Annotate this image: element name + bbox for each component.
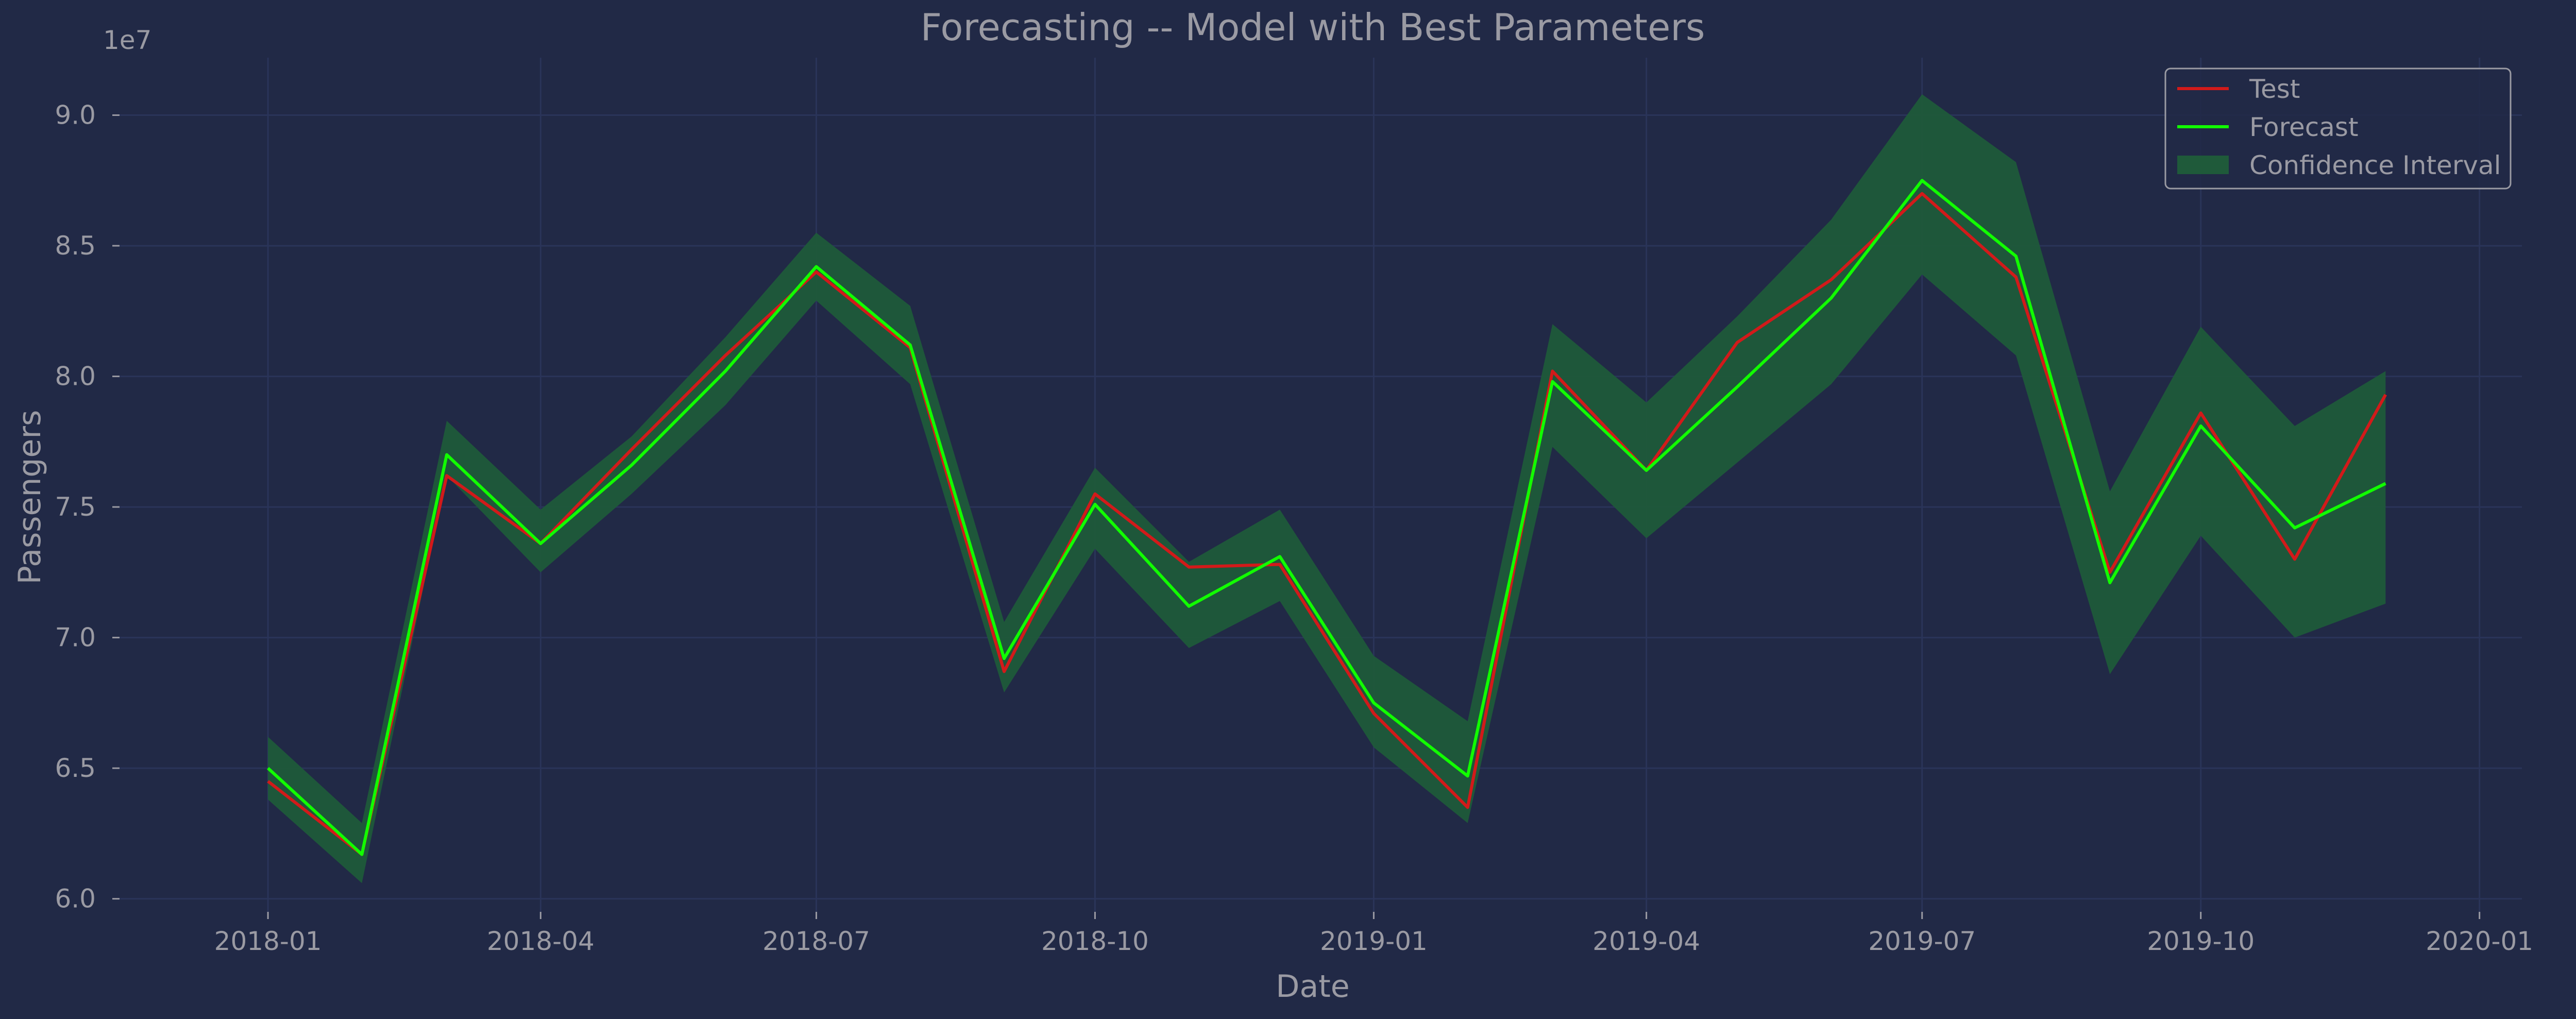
- x-tick-label: 2019-01: [1320, 926, 1428, 956]
- series-layer: [267, 179, 2387, 856]
- y-tick-label: 7.5: [55, 492, 96, 522]
- x-tick-label: 2019-07: [1868, 926, 1976, 956]
- legend-swatch-confidence-interval: [2177, 156, 2229, 174]
- series-line-test: [267, 192, 2387, 856]
- grid: [120, 58, 2522, 912]
- confidence-band-layer: [268, 94, 2386, 884]
- x-tick-label: 2018-01: [214, 926, 322, 956]
- x-tick-label: 2018-07: [762, 926, 870, 956]
- x-tick-label: 2019-10: [2147, 926, 2255, 956]
- x-axis-label: Date: [1276, 969, 1349, 1005]
- legend-label-forecast: Forecast: [2249, 112, 2359, 142]
- chart-title: Forecasting -- Model with Best Parameter…: [921, 6, 1705, 49]
- y-tick-label: 9.0: [55, 100, 96, 130]
- y-tick-label: 6.0: [55, 884, 96, 914]
- legend: Test Forecast Confidence Interval: [2164, 67, 2512, 190]
- y-tick-label: 7.0: [55, 623, 96, 653]
- y-tick-label: 8.5: [55, 231, 96, 261]
- tick-layer: 2018-01 2018-04 2018-07 2018-10 2019-01 2019-…: [55, 100, 2533, 956]
- x-tick-label: 2020-01: [2426, 926, 2533, 956]
- x-tick-label: 2018-04: [487, 926, 595, 956]
- confidence-interval-band: [268, 94, 2386, 884]
- series-line-forecast: [267, 179, 2386, 856]
- x-tick-label: 2019-04: [1592, 926, 1700, 956]
- legend-label-test: Test: [2249, 74, 2300, 104]
- legend-label-confidence-interval: Confidence Interval: [2249, 150, 2501, 180]
- x-tick-label: 2018-10: [1041, 926, 1149, 956]
- y-offset-label: 1e7: [103, 25, 151, 55]
- y-tick-label: 8.0: [55, 362, 96, 392]
- y-axis-label: Passengers: [12, 410, 48, 585]
- legend-box: [2164, 67, 2512, 190]
- y-tick-label: 6.5: [55, 753, 96, 783]
